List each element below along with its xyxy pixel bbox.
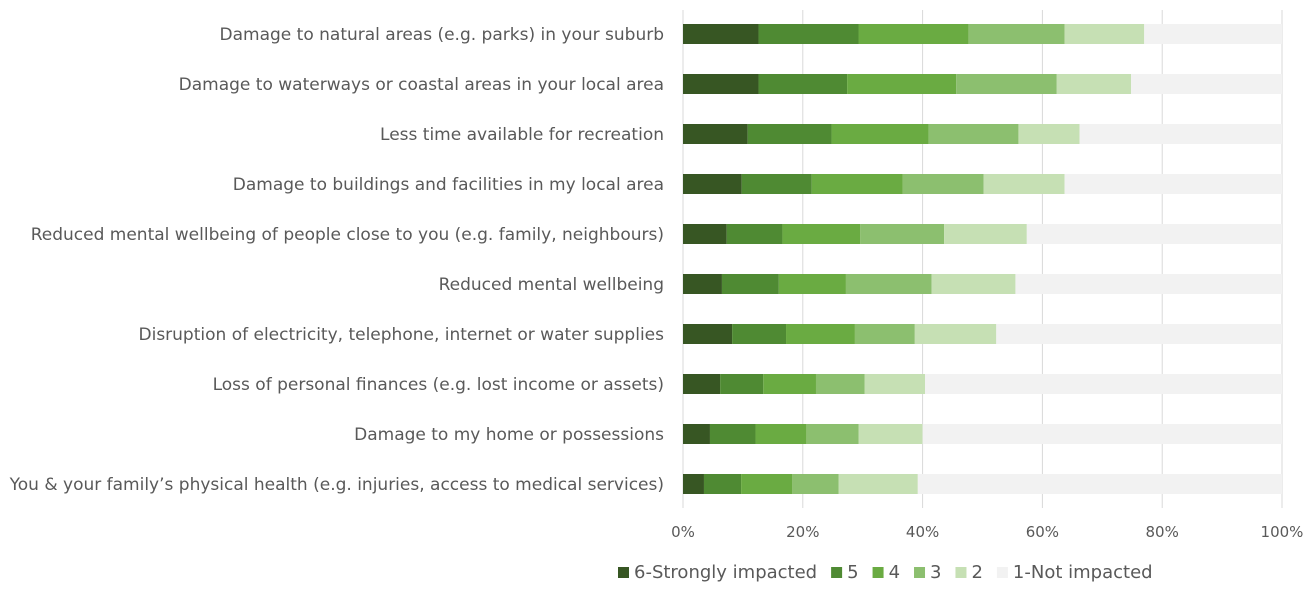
x-tick-labels: 0% 20% 40% 60% 80% 100% — [671, 523, 1303, 541]
bar-segment — [683, 324, 732, 344]
category-label: Reduced mental wellbeing — [439, 275, 664, 295]
category-label: Reduced mental wellbeing of people close… — [31, 225, 664, 245]
bar-segment — [782, 224, 860, 244]
bar-segment — [727, 224, 783, 244]
legend-swatch — [618, 567, 629, 578]
bar-segment — [969, 24, 1065, 44]
category-labels: Damage to natural areas (e.g. parks) in … — [9, 25, 664, 495]
legend-label: 1-Not impacted — [1013, 562, 1153, 583]
bar-segment — [984, 174, 1065, 194]
x-tick-label: 40% — [906, 523, 939, 541]
bar-segment — [806, 424, 858, 444]
legend-swatch — [873, 567, 884, 578]
bar-segment — [923, 424, 1282, 444]
bar-segment — [864, 374, 924, 394]
x-tick-label: 0% — [671, 523, 695, 541]
bar-segment — [779, 274, 846, 294]
bar-segment — [742, 174, 812, 194]
bar-segment — [683, 474, 704, 494]
bar-segment — [859, 424, 923, 444]
category-label: Damage to buildings and facilities in my… — [233, 175, 664, 195]
x-tick-label: 20% — [786, 523, 819, 541]
bars — [683, 24, 1282, 494]
bar-segment — [763, 374, 816, 394]
category-label: Damage to my home or possessions — [354, 425, 664, 445]
legend-swatch — [914, 567, 925, 578]
bar-segment — [1015, 274, 1282, 294]
bar-segment — [860, 224, 944, 244]
legend: 6-Strongly impacted 5 4 3 2 1-Not impacted — [618, 562, 1153, 583]
bar-segment — [683, 374, 720, 394]
bar-segment — [792, 474, 839, 494]
bar-segment — [683, 74, 758, 94]
bar-segment — [755, 424, 806, 444]
bar-segment — [786, 324, 855, 344]
bar-segment — [839, 474, 918, 494]
bar-segment — [832, 124, 929, 144]
legend-swatch — [831, 567, 842, 578]
bar-segment — [932, 274, 1016, 294]
category-label: Less time available for recreation — [380, 125, 664, 145]
bar-segment — [816, 374, 865, 394]
bar-segment — [1018, 124, 1079, 144]
bar-segment — [722, 274, 779, 294]
bar-segment — [758, 24, 858, 44]
bar-segment — [1131, 74, 1282, 94]
bar-segment — [1144, 24, 1282, 44]
legend-swatch — [997, 567, 1008, 578]
bar-segment — [1065, 174, 1282, 194]
category-label: You & your family’s physical health (e.g… — [9, 475, 664, 495]
bar-segment — [929, 124, 1019, 144]
bar-segment — [812, 174, 903, 194]
x-tick-label: 100% — [1261, 523, 1304, 541]
category-label: Loss of personal finances (e.g. lost inc… — [213, 375, 664, 395]
bar-segment — [1080, 124, 1282, 144]
bar-segment — [732, 324, 786, 344]
bar-segment — [996, 324, 1282, 344]
bar-segment — [1065, 24, 1145, 44]
bar-segment — [683, 24, 758, 44]
x-tick-label: 80% — [1146, 523, 1179, 541]
bar-segment — [710, 424, 756, 444]
bar-segment — [683, 124, 748, 144]
bar-segment — [683, 424, 710, 444]
bar-segment — [683, 174, 742, 194]
bar-segment — [1057, 74, 1131, 94]
legend-label: 3 — [930, 562, 941, 583]
bar-segment — [720, 374, 763, 394]
legend-label: 2 — [971, 562, 982, 583]
bar-segment — [758, 74, 847, 94]
bar-segment — [859, 24, 969, 44]
x-tick-label: 60% — [1026, 523, 1059, 541]
bar-segment — [918, 474, 1282, 494]
bar-segment — [846, 274, 932, 294]
bar-segment — [956, 74, 1057, 94]
bar-segment — [855, 324, 915, 344]
bar-segment — [903, 174, 984, 194]
category-label: Damage to natural areas (e.g. parks) in … — [220, 25, 664, 45]
bar-segment — [915, 324, 996, 344]
bar-segment — [704, 474, 741, 494]
legend-swatch — [955, 567, 966, 578]
legend-label: 4 — [889, 562, 900, 583]
legend-label: 5 — [847, 562, 858, 583]
bar-segment — [925, 374, 1282, 394]
bar-segment — [748, 124, 832, 144]
category-label: Disruption of electricity, telephone, in… — [139, 325, 665, 345]
category-label: Damage to waterways or coastal areas in … — [179, 75, 664, 95]
bar-segment — [683, 274, 722, 294]
legend-label: 6-Strongly impacted — [634, 562, 817, 583]
bar-segment — [683, 224, 727, 244]
bar-segment — [741, 474, 792, 494]
bar-segment — [944, 224, 1027, 244]
bar-segment — [847, 74, 956, 94]
bar-segment — [1027, 224, 1282, 244]
